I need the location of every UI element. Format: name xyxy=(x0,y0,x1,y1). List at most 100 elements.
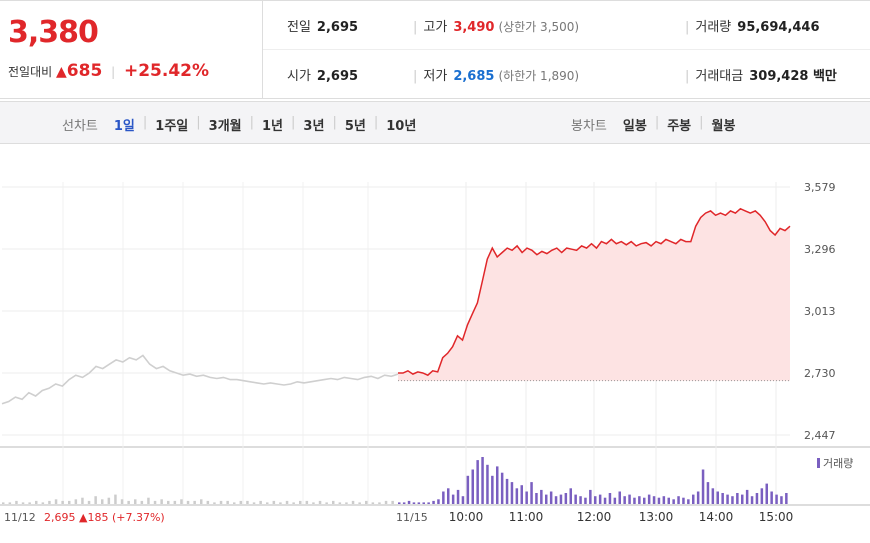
prev-volume-bar xyxy=(378,502,381,504)
y-tick-label: 2,730 xyxy=(804,367,836,380)
line-period-tab-3[interactable]: 1년 xyxy=(262,119,284,134)
prev-volume-bar xyxy=(365,500,368,504)
low-value: 2,685 xyxy=(453,69,495,84)
prev-volume-bar xyxy=(391,500,394,504)
today-volume-bar xyxy=(623,496,626,504)
prev-volume-bar xyxy=(213,502,216,504)
volume-legend-label: 거래량 xyxy=(823,457,853,470)
prev-volume-bar xyxy=(384,500,388,504)
today-volume-bar xyxy=(711,488,715,504)
today-volume-bar xyxy=(692,494,695,504)
candle-period-tab-1[interactable]: 주봉 xyxy=(667,119,692,134)
today-price-line xyxy=(398,207,791,377)
today-volume-bar xyxy=(432,500,435,504)
today-volume-bar xyxy=(545,494,548,504)
today-volume-bar xyxy=(559,494,563,504)
today-volume-bar xyxy=(569,488,572,504)
upper-limit: (상한가 3,500) xyxy=(498,19,580,34)
today-volume-bar xyxy=(750,496,754,504)
today-volume-bar xyxy=(525,491,528,504)
today-volume-bar xyxy=(785,493,788,504)
x-tick-label: 10:00 xyxy=(449,510,484,524)
today-volume-bar xyxy=(721,493,724,504)
volume-label: 거래량 xyxy=(695,19,732,35)
prev-close-label: 전일 xyxy=(287,19,311,35)
line-period-tab-2[interactable]: 3개월 xyxy=(208,119,242,134)
prev-volume-bar xyxy=(299,500,302,504)
today-volume-bar xyxy=(608,493,612,504)
prev-volume-bar xyxy=(246,500,249,504)
change-label: 전일대비 xyxy=(8,65,53,79)
line-period-tab-6[interactable]: 10년 xyxy=(386,119,417,134)
today-volume-bar xyxy=(520,485,523,504)
tab-divider: | xyxy=(654,115,660,130)
prev-volume-bar xyxy=(74,499,78,504)
tab-divider: | xyxy=(249,115,255,130)
today-volume-bar xyxy=(662,496,666,504)
prev-volume-bar xyxy=(345,502,348,504)
today-price-area xyxy=(398,208,790,381)
today-volume-bar xyxy=(427,502,430,504)
today-volume-bar xyxy=(442,491,445,504)
today-volume-bar xyxy=(603,497,607,504)
prev-volume-bar xyxy=(173,500,177,504)
today-volume-bar xyxy=(652,496,656,504)
today-volume-bar xyxy=(731,496,734,504)
line-period-tab-5[interactable]: 5년 xyxy=(344,119,366,134)
today-volume-bar xyxy=(638,496,641,504)
amount-label: 거래대금 xyxy=(695,69,744,84)
divider: | xyxy=(685,69,690,84)
prev-volume-bar xyxy=(239,500,243,504)
tab-divider: | xyxy=(142,115,148,130)
today-volume-bar xyxy=(447,488,450,504)
y-tick-label: 3,579 xyxy=(804,181,836,194)
line-period-tab-0[interactable]: 1일 xyxy=(113,119,135,134)
divider: | xyxy=(685,19,690,35)
prev-volume-bar xyxy=(140,500,144,504)
amount-value: 309,428 백만 xyxy=(749,69,837,84)
prev-volume-bar xyxy=(279,502,282,504)
candle-period-tab-0[interactable]: 일봉 xyxy=(622,119,647,134)
x-tick-label: 15:00 xyxy=(759,510,794,524)
prev-volume-bar xyxy=(233,502,236,504)
prev-volume-bar xyxy=(35,500,38,504)
prev-volume-bar xyxy=(21,502,25,504)
prev-volume-bar xyxy=(87,500,91,504)
line-period-tab-1[interactable]: 1주일 xyxy=(155,119,189,134)
prev-volume-bar xyxy=(147,497,150,504)
prev-volume-bar xyxy=(318,500,322,504)
today-volume-bar xyxy=(672,499,675,504)
low-cell: | 저가 2,685 (하한가 1,890) xyxy=(413,65,579,84)
candle-period-tab-2[interactable]: 월봉 xyxy=(711,119,736,134)
prev-volume-bar xyxy=(325,502,328,504)
low-label: 저가 xyxy=(423,69,448,84)
line-chart-tabs: 선차트 1일 | 1주일 | 3개월 | 1년 | 3년 | 5년 | 10년 xyxy=(62,115,416,134)
today-volume-bar xyxy=(402,502,406,504)
prev-volume-bar xyxy=(305,500,309,504)
today-volume-bar xyxy=(745,489,749,504)
today-volume-bar xyxy=(726,494,729,504)
prev-volume-bar xyxy=(153,500,157,504)
prev-volume-bar xyxy=(351,500,355,504)
prev-volume-bar xyxy=(61,500,64,504)
today-volume-bar xyxy=(500,472,504,504)
today-volume-bar xyxy=(589,489,592,504)
today-volume-bar xyxy=(461,496,465,504)
change-amount: 685 xyxy=(66,61,103,81)
line-period-tab-4[interactable]: 3년 xyxy=(303,119,325,134)
today-volume-bar xyxy=(677,496,680,504)
today-volume-bar xyxy=(667,497,670,504)
prev-volume-bar xyxy=(94,496,97,504)
today-volume-bar xyxy=(496,466,499,504)
candle-chart-tabs: 봉차트 일봉 | 주봉 | 월봉 xyxy=(571,115,735,134)
today-volume-bar xyxy=(657,497,661,504)
change-percent: +25.42% xyxy=(123,61,210,81)
y-tick-label: 3,013 xyxy=(804,305,836,318)
today-volume-bar xyxy=(706,482,710,504)
prev-volume-bar xyxy=(28,502,31,504)
amount-cell: | 거래대금 309,428 백만 xyxy=(685,65,837,84)
prev-volume-bar xyxy=(107,497,111,504)
today-volume-bar xyxy=(584,497,587,504)
today-date-label: 11/15 xyxy=(396,511,428,524)
today-volume-bar xyxy=(456,489,460,504)
